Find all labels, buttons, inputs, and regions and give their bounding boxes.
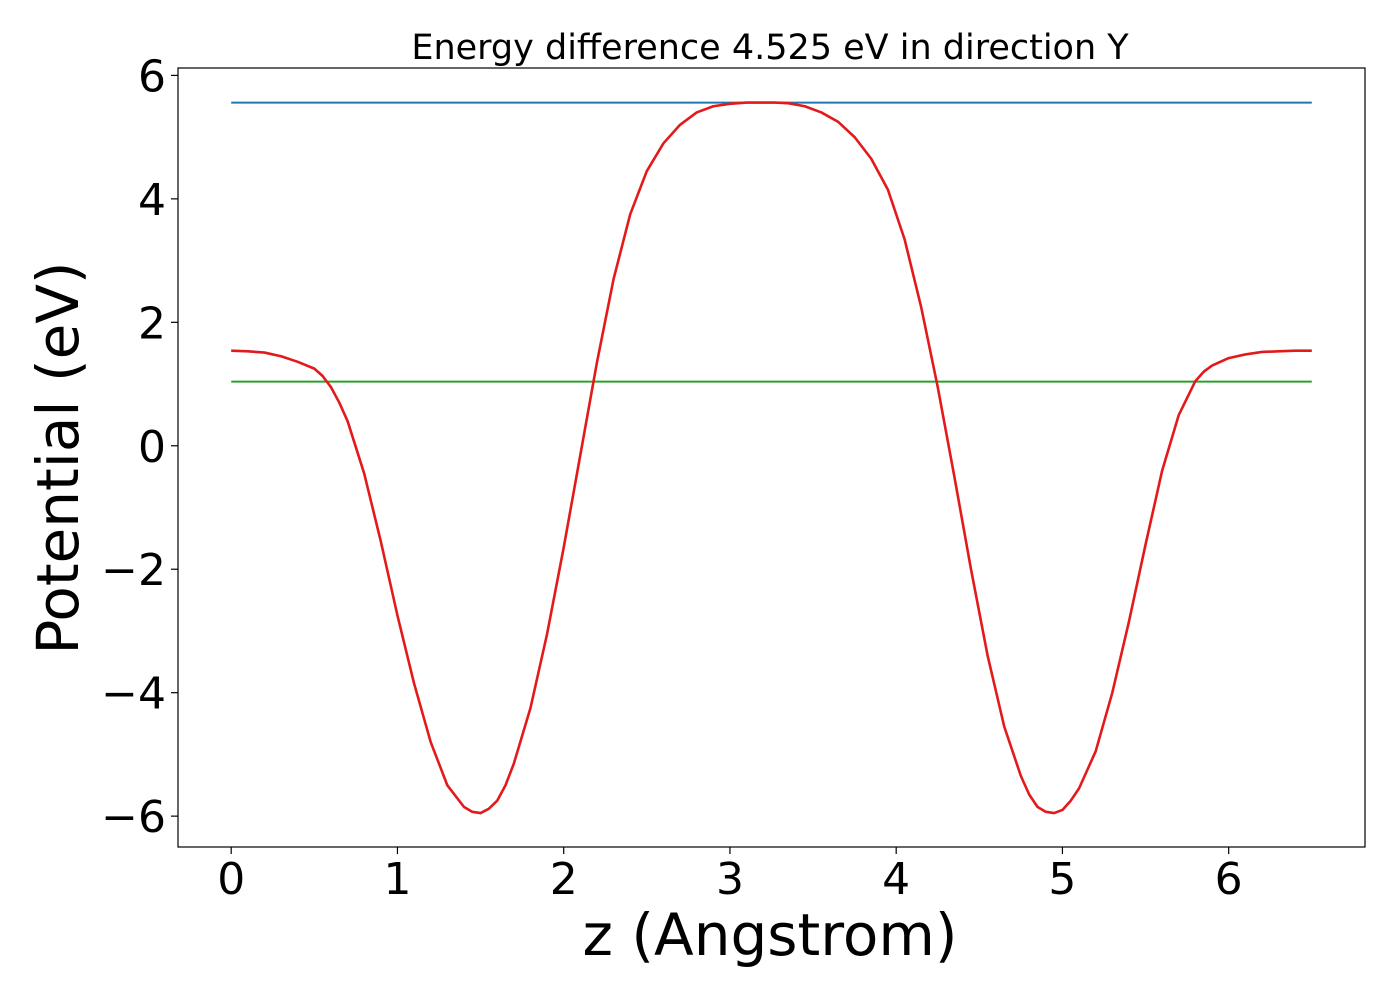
y-tick-label: 6 [138, 51, 166, 102]
y-tick-label: −2 [101, 545, 166, 596]
y-tick-label: 4 [138, 175, 166, 226]
x-tick-label: 1 [383, 854, 411, 905]
x-axis: 0 1 2 3 4 5 6 [217, 847, 1243, 905]
potential-curve [231, 101, 1312, 815]
plot-frame [177, 67, 1366, 848]
x-tick-label: 4 [882, 854, 910, 905]
series-layer [231, 101, 1312, 815]
chart-title: Energy difference 4.525 eV in direction … [411, 28, 1129, 68]
x-tick-label: 3 [716, 854, 744, 905]
x-tick-label: 2 [550, 854, 578, 905]
x-axis-label: z (Angstrom) [583, 901, 958, 969]
x-tick-label: 0 [217, 854, 245, 905]
y-tick-label: −6 [101, 792, 166, 843]
x-tick-label: 5 [1048, 854, 1076, 905]
y-tick-label: −4 [101, 669, 166, 720]
y-tick-label: 2 [138, 298, 166, 349]
y-axis-label: Potential (eV) [24, 261, 92, 654]
plot-area: 0 1 2 3 4 5 6 6 4 2 0 −2 −4 −6 [101, 51, 1366, 905]
y-tick-label: 0 [138, 422, 166, 473]
y-axis: 6 4 2 0 −2 −4 −6 [101, 51, 178, 843]
x-tick-label: 6 [1215, 854, 1243, 905]
